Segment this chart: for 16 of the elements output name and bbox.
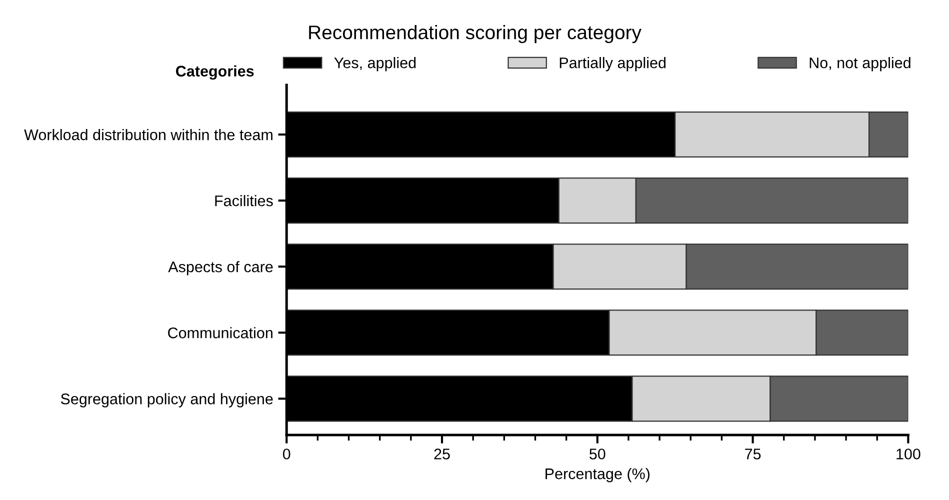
chart-title: Recommendation scoring per category — [309, 25, 642, 44]
legend-label: Yes, applied — [334, 57, 416, 72]
y-tick-label: Facilities — [215, 195, 273, 206]
legend-title: Categories — [176, 65, 254, 80]
x-tick-label: 0 — [282, 448, 290, 460]
x-tick-label: 25 — [434, 448, 450, 460]
x-axis-title: Percentage (%) — [546, 468, 650, 482]
y-tick-label: Segregation policy and hygiene — [60, 393, 273, 408]
legend-label: Partially applied — [560, 57, 666, 72]
x-tick-label: 50 — [590, 448, 606, 460]
x-tick-label: 75 — [745, 448, 761, 460]
y-tick-label: Aspects of care — [168, 261, 273, 276]
x-tick-label: 100 — [896, 448, 920, 460]
y-tick-label: Workload distribution within the team — [24, 128, 272, 140]
y-tick-label: Communication — [168, 327, 272, 338]
legend-label: No, not applied — [810, 57, 910, 72]
